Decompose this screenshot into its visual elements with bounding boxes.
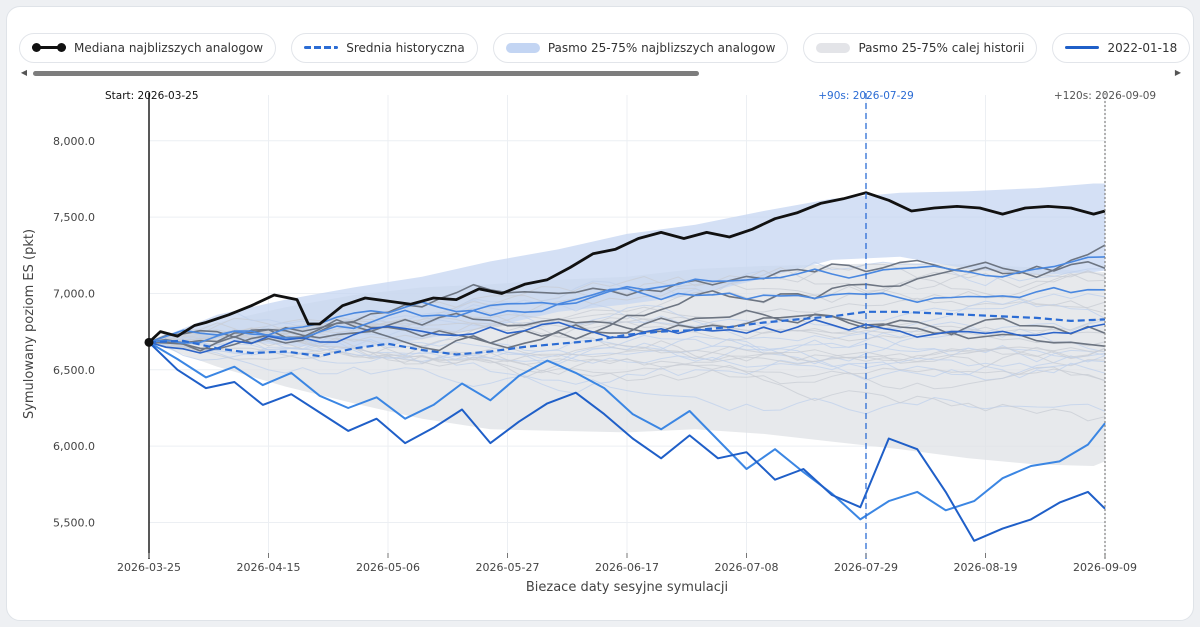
y-tick-label: 6,500.0	[53, 364, 95, 377]
analog-path	[149, 286, 1106, 344]
y-tick-label: 6,000.0	[53, 440, 95, 453]
scroll-track[interactable]	[33, 71, 1169, 76]
scroll-right-icon[interactable]: ▶	[1174, 68, 1182, 77]
marker-label-0: Start: 2026-03-25	[105, 90, 199, 102]
background-path	[149, 333, 1106, 422]
legend-swatch-analog-band	[505, 43, 540, 53]
x-tick-label: 2026-09-09	[1073, 561, 1137, 574]
chart-card: Mediana najblizszych analogow Srednia hi…	[6, 6, 1194, 621]
x-tick-label: 2026-08-19	[954, 561, 1018, 574]
legend-swatch-history-band	[816, 43, 851, 53]
legend-swatch-historical-mean	[304, 43, 339, 53]
background-path	[149, 339, 1106, 381]
scroll-left-icon[interactable]: ◀	[20, 68, 28, 77]
background-path	[149, 297, 1106, 343]
legend-swatch-2022-01-18	[1065, 43, 1100, 53]
analog-paths	[149, 244, 1106, 354]
background-path	[149, 339, 1106, 371]
legend-item-historical-mean[interactable]: Srednia historyczna	[291, 33, 478, 63]
x-axis-label: Biezace daty sesyjne symulacji	[526, 580, 728, 595]
series-2022-01-18-line	[149, 341, 1106, 542]
marker-label-2: +120s: 2026-09-09	[1054, 90, 1156, 102]
legend-label: Srednia historyczna	[346, 41, 465, 55]
x-tick-label: 2026-07-29	[834, 561, 898, 574]
analog-path	[149, 256, 1106, 344]
y-tick-label: 7,000.0	[53, 287, 95, 300]
legend-scrollbar[interactable]: ◀ ▶	[19, 67, 1183, 79]
background-path	[149, 316, 1106, 347]
background-path	[149, 319, 1106, 365]
background-path	[149, 334, 1106, 367]
analog-path	[149, 318, 1106, 354]
background-path	[149, 341, 1106, 390]
series-historical-mean-line	[149, 310, 1106, 358]
series-median-line	[149, 191, 1106, 344]
background-path	[149, 267, 1106, 348]
scroll-thumb[interactable]	[33, 71, 699, 76]
x-tick-label: 2026-03-25	[117, 561, 181, 574]
x-tick-label: 2026-04-15	[237, 561, 301, 574]
analog-path	[149, 244, 1106, 352]
y-axis-label: Symulowany poziom ES (pkt)	[22, 229, 37, 419]
x-tick-label: 2026-06-17	[595, 561, 659, 574]
legend-bar: Mediana najblizszych analogow Srednia hi…	[19, 33, 1193, 67]
legend-item-analog-band[interactable]: Pasmo 25-75% najblizszych analogow	[492, 33, 789, 63]
x-tick-label: 2026-05-06	[356, 561, 420, 574]
legend-label: 2022-01-18	[1107, 41, 1178, 55]
legend-swatch-median	[32, 43, 66, 53]
background-path	[149, 335, 1106, 368]
background-path	[149, 339, 1106, 415]
legend-label: Pasmo 25-75% calej historii	[858, 41, 1025, 55]
y-tick-label: 8,000.0	[53, 135, 95, 148]
legend-item-2022-01-18[interactable]: 2022-01-18	[1052, 33, 1191, 63]
legend-label: Mediana najblizszych analogow	[74, 41, 264, 55]
x-tick-label: 2026-05-27	[476, 561, 540, 574]
x-tick-label: 2026-07-08	[715, 561, 779, 574]
background-path	[149, 334, 1106, 394]
legend-item-history-band[interactable]: Pasmo 25-75% calej historii	[803, 33, 1038, 63]
legend-label: Pasmo 25-75% najblizszych analogow	[547, 41, 776, 55]
background-path	[149, 271, 1106, 356]
start-point-marker	[144, 337, 154, 347]
marker-label-1: +90s: 2026-07-29	[818, 90, 914, 102]
chart-plot: Start: 2026-03-25 +90s: 2026-07-29 +120s: …	[22, 90, 1156, 595]
background-path	[149, 321, 1106, 355]
y-tick-label: 7,500.0	[53, 211, 95, 224]
y-tick-label: 5,500.0	[53, 516, 95, 529]
legend-item-median[interactable]: Mediana najblizszych analogow	[19, 33, 277, 63]
